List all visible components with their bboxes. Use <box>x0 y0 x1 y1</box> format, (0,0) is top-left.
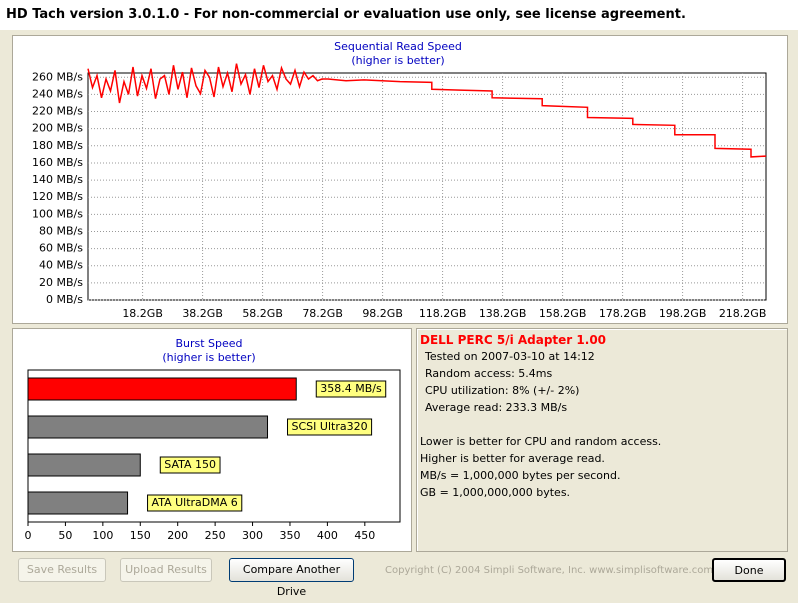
y-tick-label: 20 MB/s <box>39 276 83 289</box>
y-tick-label: 60 MB/s <box>39 242 83 255</box>
y-tick-label: 100 MB/s <box>32 207 83 220</box>
done-button[interactable]: Done <box>712 558 786 582</box>
x-tick-label: 250 <box>205 529 226 542</box>
y-tick-label: 260 MB/s <box>32 70 83 83</box>
y-tick-label: 80 MB/s <box>39 224 83 237</box>
read-speed-line <box>87 63 767 158</box>
copyright: Copyright (C) 2004 Simpli Software, Inc.… <box>385 565 714 576</box>
value-label: 358.4 MB/s <box>320 382 382 395</box>
x-tick-label: 400 <box>317 529 338 542</box>
compare-button[interactable]: Compare Another Drive <box>229 558 354 598</box>
label-box <box>315 380 387 398</box>
chart-title: Sequential Read Speed <box>334 40 462 53</box>
x-tick-label: 158.2GB <box>539 307 587 320</box>
upload-button[interactable]: Upload Results <box>120 558 212 582</box>
bar <box>27 453 141 477</box>
x-tick-label: 300 <box>242 529 263 542</box>
plot-area <box>87 72 767 301</box>
x-tick-label: 138.2GB <box>479 307 527 320</box>
x-tick-label: 350 <box>279 529 300 542</box>
bar <box>27 415 269 439</box>
note: Lower is better for CPU and random acces… <box>420 435 662 448</box>
chart-subtitle: (higher is better) <box>162 351 255 364</box>
save-button[interactable]: Save Results <box>18 558 106 582</box>
y-tick-label: 240 MB/s <box>32 87 83 100</box>
info-line: Tested on 2007-03-10 at 14:12 <box>425 350 595 363</box>
x-tick-label: 58.2GB <box>242 307 283 320</box>
label-box <box>147 494 243 512</box>
x-tick-label: 38.2GB <box>182 307 223 320</box>
label-box <box>159 456 221 474</box>
info-line: Random access: 5.4ms <box>425 367 553 380</box>
x-tick-label: 50 <box>58 529 72 542</box>
note: Higher is better for average read. <box>420 452 605 465</box>
x-tick-label: 78.2GB <box>302 307 343 320</box>
chart-title: Burst Speed <box>175 337 242 350</box>
x-tick-label: 100 <box>92 529 113 542</box>
info-panel: DELL PERC 5/i Adapter 1.00 Tested on 200… <box>416 328 788 552</box>
x-tick-label: 98.2GB <box>362 307 403 320</box>
x-tick-label: 118.2GB <box>419 307 467 320</box>
info-line: CPU utilization: 8% (+/- 2%) <box>425 384 580 397</box>
y-tick-label: 220 MB/s <box>32 105 83 118</box>
chart-subtitle: (higher is better) <box>351 54 444 67</box>
window-title: HD Tach version 3.0.1.0 - For non-commer… <box>0 0 798 30</box>
y-tick-label: 180 MB/s <box>32 139 83 152</box>
note: MB/s = 1,000,000 bytes per second. <box>420 469 621 482</box>
x-tick-label: 200 <box>167 529 188 542</box>
value-label: ATA UltraDMA 6 <box>152 496 238 509</box>
label-box <box>287 418 373 436</box>
value-label: SATA 150 <box>164 458 216 471</box>
x-tick-label: 198.2GB <box>659 307 707 320</box>
y-tick-label: 200 MB/s <box>32 122 83 135</box>
x-tick-label: 178.2GB <box>599 307 647 320</box>
charts: Sequential Read Speed(higher is better)0… <box>25 40 767 542</box>
y-tick-label: 120 MB/s <box>32 190 83 203</box>
value-label: SCSI Ultra320 <box>292 420 368 433</box>
x-tick-label: 218.2GB <box>719 307 767 320</box>
x-tick-label: 18.2GB <box>122 307 163 320</box>
bar <box>27 491 129 515</box>
bar <box>27 377 297 401</box>
y-tick-label: 0 MB/s <box>46 293 83 306</box>
y-tick-label: 40 MB/s <box>39 259 83 272</box>
drive-name: DELL PERC 5/i Adapter 1.00 <box>420 333 607 347</box>
x-tick-label: 450 <box>354 529 375 542</box>
y-tick-label: 160 MB/s <box>32 156 83 169</box>
y-tick-label: 140 MB/s <box>32 173 83 186</box>
note: GB = 1,000,000,000 bytes. <box>420 486 571 499</box>
info-line: Average read: 233.3 MB/s <box>425 401 568 414</box>
x-tick-label: 0 <box>25 529 32 542</box>
x-tick-label: 150 <box>130 529 151 542</box>
